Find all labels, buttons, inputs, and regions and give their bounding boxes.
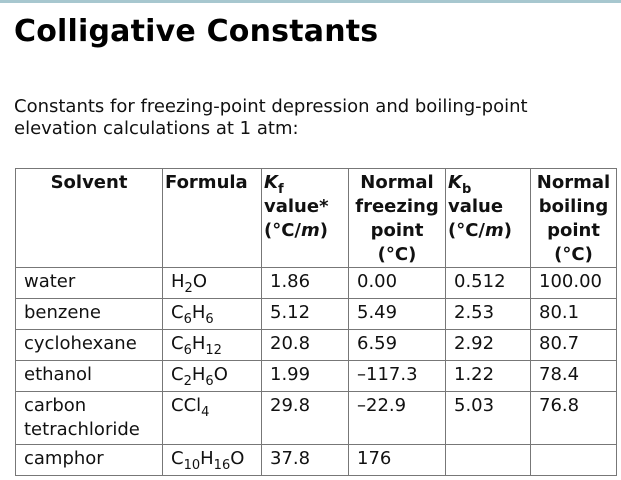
cell-freezing-point: –22.9 — [348, 391, 446, 445]
cell-boiling-point — [530, 444, 617, 476]
cell-formula: C6H6 — [162, 298, 262, 330]
colligative-constants-table: Solvent Formula Kf value* (°C/m) Normal fre… — [15, 168, 617, 476]
table-row: benzene C6H6 5.12 5.49 2.53 80.1 — [15, 298, 617, 330]
cell-formula: C10H16O — [162, 444, 262, 476]
cell-kf: 37.8 — [261, 444, 349, 476]
cell-kb: 5.03 — [445, 391, 531, 445]
table-row: ethanol C2H6O 1.99 –117.3 1.22 78.4 — [15, 360, 617, 392]
header-formula: Formula — [162, 168, 262, 268]
cell-kb: 0.512 — [445, 267, 531, 299]
table-row: water H2O 1.86 0.00 0.512 100.00 — [15, 267, 617, 299]
cell-kb: 2.53 — [445, 298, 531, 330]
cell-boiling-point: 100.00 — [530, 267, 617, 299]
cell-freezing-point: 176 — [348, 444, 446, 476]
cell-kf: 20.8 — [261, 329, 349, 361]
header-row: Solvent Formula Kf value* (°C/m) Normal fre… — [15, 168, 617, 268]
cell-kb — [445, 444, 531, 476]
header-kf: Kf value* (°C/m) — [261, 168, 349, 268]
cell-freezing-point: 6.59 — [348, 329, 446, 361]
table-row: cyclohexane C6H12 20.8 6.59 2.92 80.7 — [15, 329, 617, 361]
header-solvent: Solvent — [15, 168, 163, 268]
cell-solvent: cyclohexane — [15, 329, 163, 361]
cell-kb: 1.22 — [445, 360, 531, 392]
cell-freezing-point: –117.3 — [348, 360, 446, 392]
cell-kf: 29.8 — [261, 391, 349, 445]
cell-solvent: ethanol — [15, 360, 163, 392]
cell-boiling-point: 76.8 — [530, 391, 617, 445]
table-row: camphor C10H16O 37.8 176 — [15, 444, 617, 476]
cell-formula: C6H12 — [162, 329, 262, 361]
cell-freezing-point: 5.49 — [348, 298, 446, 330]
cell-kf: 1.86 — [261, 267, 349, 299]
table-row: carbon tetrachloride CCl4 29.8 –22.9 5.03 76.… — [15, 391, 617, 445]
header-normal-boiling-point: Normal boiling point (°C) — [530, 168, 617, 268]
cell-solvent: camphor — [15, 444, 163, 476]
cell-solvent: water — [15, 267, 163, 299]
cell-kf: 1.99 — [261, 360, 349, 392]
cell-kb: 2.92 — [445, 329, 531, 361]
cell-kf: 5.12 — [261, 298, 349, 330]
header-kb: Kb value (°C/m) — [445, 168, 531, 268]
cell-formula: C2H6O — [162, 360, 262, 392]
cell-solvent: benzene — [15, 298, 163, 330]
cell-solvent: carbon tetrachloride — [15, 391, 163, 445]
top-border — [0, 0, 621, 3]
intro-text: Constants for freezing-point depression … — [14, 96, 528, 139]
page-title: Colligative Constants — [14, 14, 379, 49]
cell-boiling-point: 80.7 — [530, 329, 617, 361]
header-normal-freezing-point: Normal freezing point (°C) — [348, 168, 446, 268]
cell-formula: CCl4 — [162, 391, 262, 445]
cell-freezing-point: 0.00 — [348, 267, 446, 299]
cell-boiling-point: 78.4 — [530, 360, 617, 392]
cell-boiling-point: 80.1 — [530, 298, 617, 330]
cell-formula: H2O — [162, 267, 262, 299]
